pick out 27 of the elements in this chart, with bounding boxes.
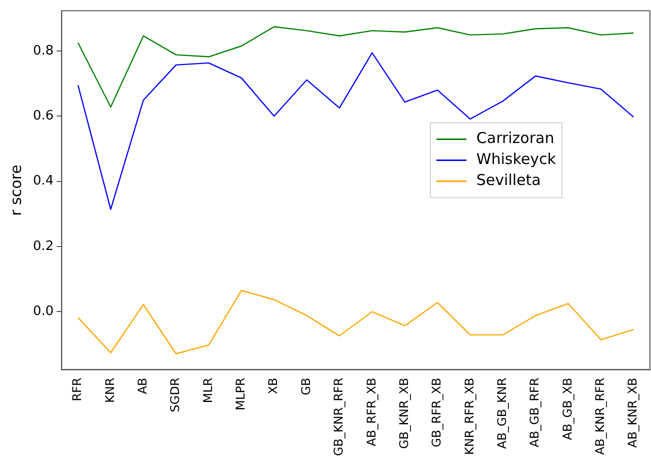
x-tick-label: SGDR: [168, 378, 182, 412]
legend-label: Carrizoran: [476, 129, 554, 148]
x-tick-label: GB_KNR_RFR: [332, 378, 346, 456]
y-axis-title: r score: [6, 164, 25, 216]
y-tick-label: 0.6: [32, 108, 54, 124]
x-tick-label: KNR_RFR_XB: [462, 378, 476, 455]
y-tick-label: 0.4: [32, 174, 54, 189]
x-tick-label: AB_KNR_XB: [626, 378, 640, 448]
x-tick-label: XB: [266, 378, 280, 394]
y-tick-label: 0.0: [32, 304, 54, 320]
x-tick-label: AB_GB_KNR: [494, 378, 509, 449]
x-tick-label: AB_RFR_XB: [364, 378, 378, 446]
x-tick-label: AB_KNR_RFR: [593, 378, 608, 455]
y-tick-label: 0.8: [32, 43, 54, 58]
x-tick-label: AB: [136, 378, 150, 394]
x-tick-label: KNR: [102, 378, 117, 403]
x-tick-label: AB_GB_RFR: [528, 378, 542, 448]
legend-label: Whiskeyck: [476, 150, 556, 168]
x-tick-label: MLR: [200, 378, 215, 404]
x-tick-label: GB_KNR_XB: [396, 378, 411, 449]
x-tick-label: MLPR: [234, 378, 248, 410]
y-tick-label: 0.2: [32, 238, 54, 254]
x-tick-label: RFR: [70, 378, 84, 402]
x-tick-label: AB_GB_XB: [560, 378, 574, 440]
x-tick-label: GB: [298, 378, 313, 396]
legend-label: Sevilleta: [476, 171, 541, 190]
x-tick-label: GB_RFR_XB: [430, 378, 444, 448]
